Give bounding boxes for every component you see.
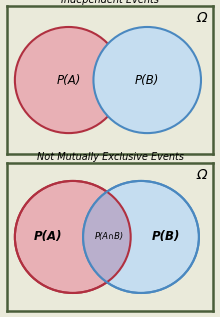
- Text: P(A): P(A): [57, 74, 81, 87]
- Ellipse shape: [83, 181, 199, 293]
- Ellipse shape: [15, 181, 131, 293]
- Text: Independent Events: Independent Events: [61, 0, 159, 5]
- Ellipse shape: [15, 181, 131, 293]
- Text: Ω: Ω: [197, 168, 207, 182]
- Text: P(B): P(B): [135, 74, 159, 87]
- Text: P(A): P(A): [34, 230, 62, 243]
- Ellipse shape: [15, 27, 122, 133]
- Ellipse shape: [94, 27, 201, 133]
- Text: P(B): P(B): [152, 230, 180, 243]
- Text: Not Mutually Exclusive Events: Not Mutually Exclusive Events: [37, 152, 183, 162]
- Text: Ω: Ω: [197, 11, 207, 25]
- Text: P(A∩B): P(A∩B): [94, 232, 123, 242]
